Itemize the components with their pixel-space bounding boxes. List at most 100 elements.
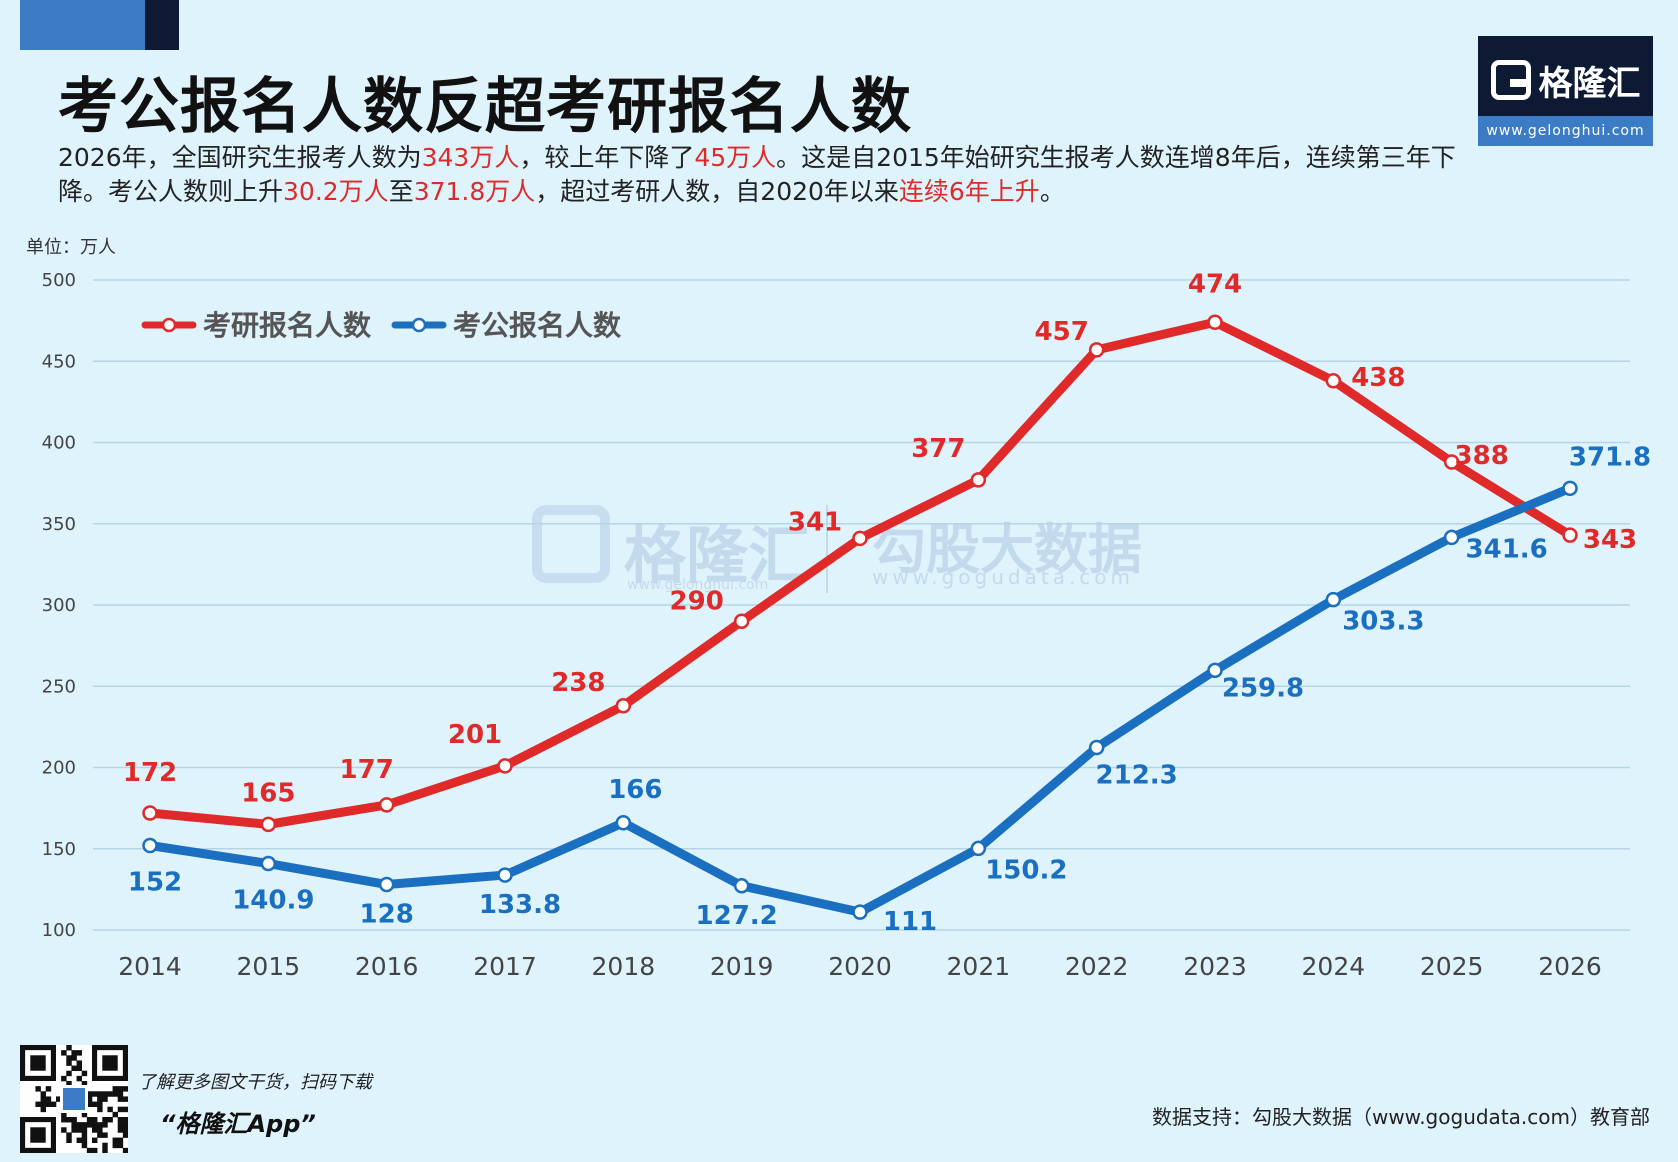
subtitle-text: 。 [1039, 177, 1065, 206]
data-label-kaoyan: 165 [241, 778, 295, 808]
gelonghui-logo-icon [1490, 60, 1531, 100]
data-label-kaoyan: 172 [123, 758, 177, 788]
data-label-kaogong: 166 [608, 775, 662, 805]
qr-code[interactable] [20, 1045, 128, 1153]
data-label-kaoyan: 474 [1188, 269, 1242, 299]
data-point-kaogong [378, 876, 395, 893]
data-point-kaoyan [497, 758, 513, 774]
data-point-kaoyan [1207, 314, 1223, 330]
subtitle-text: ，超过考研人数，自2020年以来 [535, 177, 899, 206]
data-point-kaoyan [1088, 342, 1105, 358]
y-tick-label: 400 [42, 433, 76, 454]
page-title: 考公报名人数反超考研报名人数 [58, 72, 912, 142]
series-line-kaoyan [145, 317, 1575, 829]
data-point-kaoyan [1562, 527, 1578, 543]
y-tick-label: 150 [42, 839, 76, 860]
data-point-kaogong [1325, 591, 1342, 608]
data-point-kaogong [142, 837, 158, 854]
x-tick-label: 2026 [1538, 952, 1602, 981]
data-label-kaogong: 341.6 [1466, 534, 1548, 564]
data-label-kaoyan: 238 [551, 668, 605, 698]
x-tick-label: 2020 [828, 952, 892, 981]
data-label-kaoyan: 388 [1455, 441, 1509, 471]
data-point-kaogong [615, 815, 632, 831]
data-label-kaogong: 128 [360, 900, 414, 930]
subtitle-text: ，较上年下降了 [519, 143, 695, 172]
promo-text: 了解更多图文干货，扫码下载 [138, 1072, 372, 1093]
app-name: “格隆汇App” [160, 1110, 316, 1138]
logo-url: www.gelonghui.com [1478, 116, 1653, 146]
data-point-kaogong [1562, 480, 1578, 497]
header-dark-bar [145, 0, 179, 50]
data-label-kaogong: 150.2 [985, 855, 1067, 885]
data-label-kaoyan: 457 [1035, 317, 1089, 347]
y-tick-label: 350 [42, 514, 76, 535]
subtitle: 2026年，全国研究生报考人数为343万人，较上年下降了45万人。这是自2015… [58, 141, 1458, 209]
data-point-kaoyan [970, 472, 987, 488]
legend-marker [161, 317, 177, 333]
data-label-kaogong: 212.3 [1096, 761, 1178, 791]
subtitle-text: 。这是自2015年始研究生报考人数连增8年后，连续第三年下降。考公人数则上升 [58, 143, 1456, 206]
subtitle-highlight: 371.8万人 [413, 177, 536, 206]
gelonghui-logo: 格隆汇 www.gelonghui.com [1478, 36, 1653, 146]
unit-label: 单位：万人 [26, 237, 116, 258]
data-point-kaogong [1088, 739, 1105, 756]
y-tick-label: 100 [42, 920, 76, 941]
line-chart: 100 150 200 250 300 350 400 450 500 2014 2015 2016 2… [42, 269, 1651, 981]
data-point-kaogong [1207, 662, 1223, 679]
data-label-kaoyan: 377 [911, 434, 965, 464]
data-point-kaogong [852, 904, 868, 920]
data-label-kaogong: 127.2 [696, 901, 778, 931]
x-tick-label: 2022 [1065, 952, 1129, 981]
x-tick-label: 2024 [1302, 952, 1366, 981]
data-point-kaogong [1443, 529, 1460, 546]
data-label-kaogong: 303.3 [1342, 607, 1424, 637]
data-label-kaoyan: 177 [340, 755, 394, 785]
legend-marker [411, 317, 427, 333]
data-point-kaoyan [1325, 373, 1342, 389]
y-tick-label: 450 [42, 351, 76, 372]
y-tick-label: 300 [42, 595, 76, 616]
x-tick-label: 2015 [237, 952, 301, 981]
x-tick-label: 2014 [118, 952, 182, 981]
data-point-kaoyan [142, 805, 158, 821]
y-tick-label: 200 [42, 758, 76, 779]
data-label-kaogong: 133.8 [479, 890, 561, 920]
legend-label-kaogong: 考公报名人数 [453, 309, 622, 342]
data-point-kaoyan [378, 797, 395, 813]
data-point-kaogong [733, 878, 750, 894]
x-tick-label: 2023 [1183, 952, 1247, 981]
x-tick-label: 2019 [710, 952, 774, 981]
subtitle-highlight: 45万人 [694, 143, 777, 172]
data-label-kaoyan: 341 [788, 507, 842, 537]
data-label-kaoyan: 290 [670, 586, 724, 616]
subtitle-text: 2026年，全国研究生报考人数为 [58, 143, 422, 172]
data-point-kaoyan [733, 613, 750, 629]
legend-label-kaoyan: 考研报名人数 [203, 309, 372, 342]
data-point-kaogong [970, 840, 987, 857]
x-tick-label: 2021 [947, 952, 1011, 981]
x-tick-label: 2025 [1420, 952, 1484, 981]
data-point-kaoyan [1443, 454, 1460, 470]
data-label-kaogong: 259.8 [1222, 673, 1304, 703]
x-tick-label: 2018 [592, 952, 656, 981]
x-tick-label: 2016 [355, 952, 419, 981]
data-label-kaogong: 111 [883, 907, 937, 937]
data-point-kaoyan [260, 816, 277, 833]
y-tick-label: 250 [42, 676, 76, 697]
data-label-kaoyan: 438 [1351, 363, 1405, 393]
header-accent-bar [20, 0, 145, 50]
subtitle-text: 至 [388, 177, 414, 206]
subtitle-highlight: 30.2万人 [283, 177, 389, 206]
data-label-kaogong: 140.9 [232, 886, 314, 916]
data-label-kaogong: 371.8 [1569, 442, 1651, 472]
data-source: 数据支持：勾股大数据（www.gogudata.com）教育部 [1151, 1105, 1650, 1129]
subtitle-highlight: 连续6年上升 [898, 177, 1040, 206]
data-point-kaogong [260, 855, 277, 872]
data-point-kaoyan [852, 530, 868, 547]
data-point-kaogong [497, 867, 513, 883]
data-point-kaoyan [615, 698, 632, 714]
data-label-kaoyan: 201 [448, 720, 502, 750]
logo-text: 格隆汇 [1538, 63, 1641, 104]
x-tick-label: 2017 [473, 952, 537, 981]
